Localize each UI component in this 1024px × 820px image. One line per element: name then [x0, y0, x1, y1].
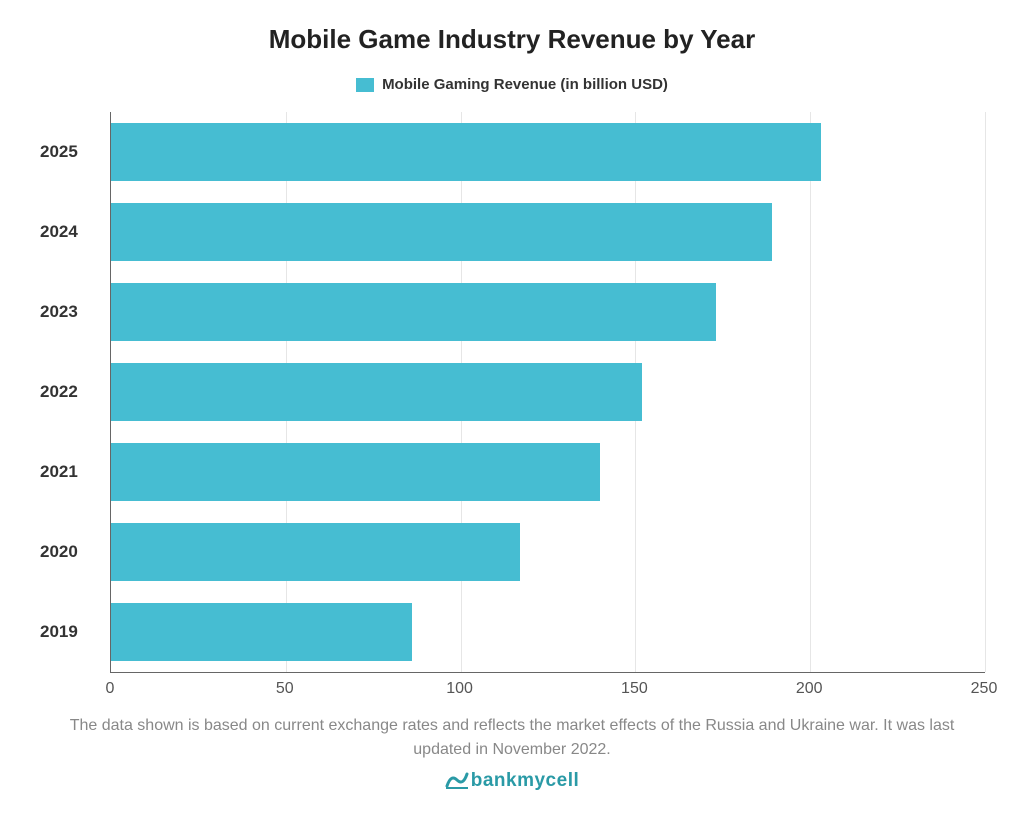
x-axis-tick: 100 — [446, 680, 473, 698]
logo: bankmycell — [0, 768, 1024, 796]
gridline — [985, 112, 986, 672]
x-axis-tick: 0 — [106, 680, 115, 698]
chart-container: Mobile Game Industry Revenue by Year Mob… — [0, 0, 1024, 820]
y-axis-label: 2019 — [40, 622, 78, 642]
legend: Mobile Gaming Revenue (in billion USD) — [0, 76, 1024, 97]
footnote: The data shown is based on current excha… — [40, 714, 984, 762]
x-axis-tick: 250 — [971, 680, 998, 698]
bar — [111, 603, 412, 661]
y-axis-label: 2025 — [40, 142, 78, 162]
logo-text: bankmycell — [471, 770, 580, 791]
x-axis-tick: 150 — [621, 680, 648, 698]
y-axis-label: 2022 — [40, 382, 78, 402]
y-axis-label: 2024 — [40, 222, 78, 242]
plot: 2025202420232022202120202019 05010015020… — [40, 112, 984, 672]
plot-area: 2025202420232022202120202019 05010015020… — [40, 112, 984, 672]
chart-title: Mobile Game Industry Revenue by Year — [0, 24, 1024, 55]
y-axis-labels: 2025 2024 2023 2022 2021 2020 2019 — [40, 112, 110, 672]
x-axis-tick: 50 — [276, 680, 294, 698]
bar — [111, 363, 642, 421]
bar — [111, 443, 600, 501]
y-axis-label: 2020 — [40, 542, 78, 562]
legend-swatch — [356, 78, 374, 92]
y-axis-label: 2023 — [40, 302, 78, 322]
bar — [111, 203, 772, 261]
y-axis-label: 2021 — [40, 462, 78, 482]
logo-icon — [445, 768, 469, 796]
x-axis-tick: 200 — [796, 680, 823, 698]
gridline — [810, 112, 811, 672]
bar — [111, 123, 821, 181]
bar — [111, 523, 520, 581]
bar — [111, 283, 716, 341]
legend-label: Mobile Gaming Revenue (in billion USD) — [382, 76, 668, 93]
bars — [110, 112, 985, 673]
